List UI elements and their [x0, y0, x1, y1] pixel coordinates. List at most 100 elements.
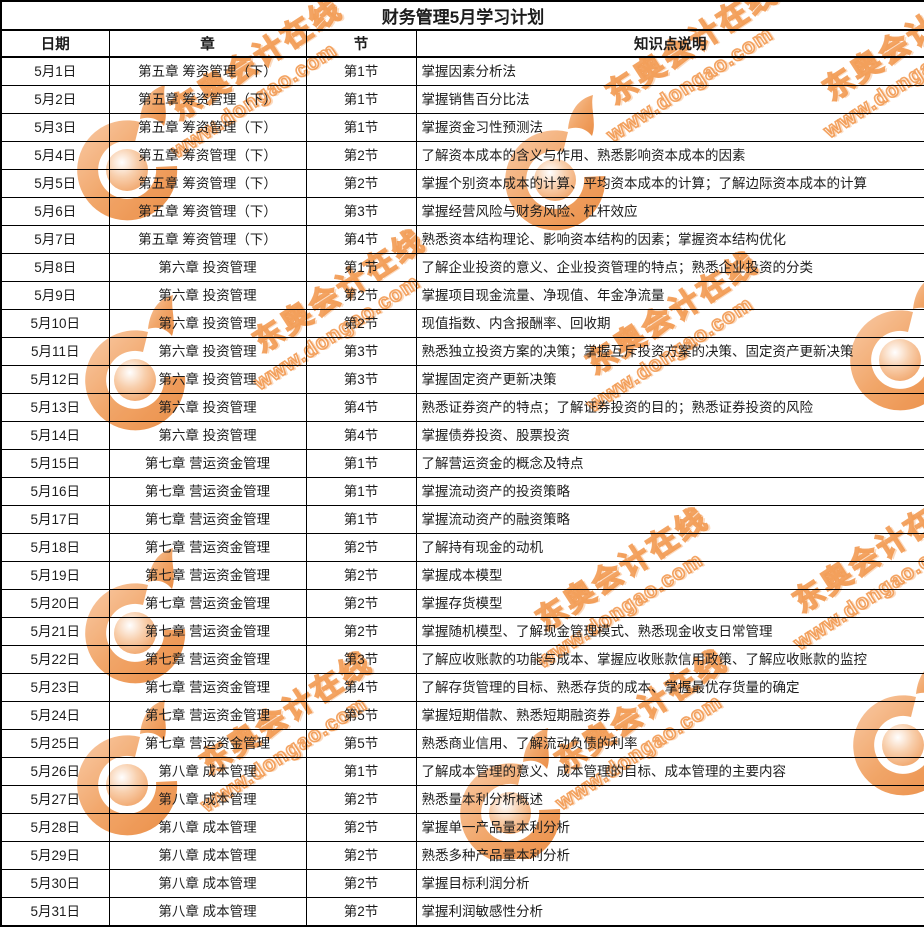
table-row: 5月14日 第六章 投资管理 第4节 掌握债券投资、股票投资	[0, 421, 924, 450]
table-row: 5月7日 第五章 筹资管理（下） 第4节 熟悉资本结构理论、影响资本结构的因素；…	[0, 225, 924, 254]
cell-knowledge: 掌握个别资本成本的计算、平均资本成本的计算；了解边际资本成本的计算	[415, 169, 924, 198]
cell-chapter: 第六章 投资管理	[108, 365, 307, 394]
table-row: 5月3日 第五章 筹资管理（下） 第1节 掌握资金习性预测法	[0, 113, 924, 142]
cell-chapter: 第七章 营运资金管理	[108, 477, 307, 506]
cell-date: 5月10日	[0, 309, 110, 338]
cell-chapter: 第五章 筹资管理（下）	[108, 197, 307, 226]
table-row: 5月22日 第七章 营运资金管理 第3节 了解应收账款的功能与成本、掌握应收账款…	[0, 645, 924, 674]
cell-section: 第5节	[305, 729, 417, 758]
cell-chapter: 第七章 营运资金管理	[108, 729, 307, 758]
cell-chapter: 第七章 营运资金管理	[108, 449, 307, 478]
table-row: 5月2日 第五章 筹资管理（下） 第1节 掌握销售百分比法	[0, 85, 924, 114]
cell-section: 第2节	[305, 141, 417, 170]
cell-section: 第2节	[305, 169, 417, 198]
cell-date: 5月17日	[0, 505, 110, 534]
column-header-section: 节	[305, 29, 417, 58]
table-row: 5月8日 第六章 投资管理 第1节 了解企业投资的意义、企业投资管理的特点；熟悉…	[0, 253, 924, 282]
cell-knowledge: 掌握销售百分比法	[415, 85, 924, 114]
cell-chapter: 第八章 成本管理	[108, 813, 307, 842]
table-row: 5月20日 第七章 营运资金管理 第2节 掌握存货模型	[0, 589, 924, 618]
cell-section: 第2节	[305, 533, 417, 562]
cell-chapter: 第六章 投资管理	[108, 393, 307, 422]
cell-chapter: 第七章 营运资金管理	[108, 533, 307, 562]
cell-date: 5月8日	[0, 253, 110, 282]
cell-date: 5月31日	[0, 897, 110, 927]
cell-chapter: 第六章 投资管理	[108, 421, 307, 450]
cell-knowledge: 熟悉量本利分析概述	[415, 785, 924, 814]
cell-section: 第1节	[305, 505, 417, 534]
table-row: 5月24日 第七章 营运资金管理 第5节 掌握短期借款、熟悉短期融资券	[0, 701, 924, 730]
cell-date: 5月30日	[0, 869, 110, 898]
cell-knowledge: 熟悉多种产品量本利分析	[415, 841, 924, 870]
table-row: 5月21日 第七章 营运资金管理 第2节 掌握随机模型、了解现金管理模式、熟悉现…	[0, 617, 924, 646]
cell-knowledge: 熟悉商业信用、了解流动负债的利率	[415, 729, 924, 758]
cell-section: 第2节	[305, 561, 417, 590]
cell-section: 第1节	[305, 85, 417, 114]
cell-chapter: 第五章 筹资管理（下）	[108, 85, 307, 114]
table-row: 5月11日 第六章 投资管理 第3节 熟悉独立投资方案的决策；掌握互斥投资方案的…	[0, 337, 924, 366]
cell-knowledge: 掌握成本模型	[415, 561, 924, 590]
column-header-date: 日期	[0, 29, 110, 58]
cell-date: 5月16日	[0, 477, 110, 506]
cell-knowledge: 现值指数、内含报酬率、回收期	[415, 309, 924, 338]
cell-date: 5月15日	[0, 449, 110, 478]
cell-date: 5月4日	[0, 141, 110, 170]
table-row: 5月13日 第六章 投资管理 第4节 熟悉证券资产的特点；了解证券投资的目的；熟…	[0, 393, 924, 422]
cell-section: 第4节	[305, 225, 417, 254]
table-row: 5月27日 第八章 成本管理 第2节 熟悉量本利分析概述	[0, 785, 924, 814]
cell-date: 5月5日	[0, 169, 110, 198]
cell-chapter: 第六章 投资管理	[108, 253, 307, 282]
cell-chapter: 第八章 成本管理	[108, 757, 307, 786]
cell-knowledge: 掌握流动资产的融资策略	[415, 505, 924, 534]
table-row: 5月23日 第七章 营运资金管理 第4节 了解存货管理的目标、熟悉存货的成本、掌…	[0, 673, 924, 702]
cell-date: 5月11日	[0, 337, 110, 366]
cell-knowledge: 掌握利润敏感性分析	[415, 897, 924, 927]
column-header-chapter: 章	[108, 29, 307, 58]
table-row: 5月12日 第六章 投资管理 第3节 掌握固定资产更新决策	[0, 365, 924, 394]
cell-knowledge: 了解营运资金的概念及特点	[415, 449, 924, 478]
cell-section: 第1节	[305, 113, 417, 142]
cell-section: 第1节	[305, 253, 417, 282]
cell-knowledge: 掌握目标利润分析	[415, 869, 924, 898]
cell-chapter: 第八章 成本管理	[108, 841, 307, 870]
cell-date: 5月26日	[0, 757, 110, 786]
cell-date: 5月23日	[0, 673, 110, 702]
cell-section: 第1节	[305, 449, 417, 478]
table-row: 5月28日 第八章 成本管理 第2节 掌握单一产品量本利分析	[0, 813, 924, 842]
cell-date: 5月25日	[0, 729, 110, 758]
table-row: 5月15日 第七章 营运资金管理 第1节 了解营运资金的概念及特点	[0, 449, 924, 478]
cell-section: 第1节	[305, 757, 417, 786]
cell-knowledge: 掌握短期借款、熟悉短期融资券	[415, 701, 924, 730]
table-row: 5月1日 第五章 筹资管理（下） 第1节 掌握因素分析法	[0, 56, 924, 86]
table-row: 5月26日 第八章 成本管理 第1节 了解成本管理的意义、成本管理的目标、成本管…	[0, 757, 924, 786]
cell-chapter: 第五章 筹资管理（下）	[108, 56, 307, 86]
cell-section: 第1节	[305, 477, 417, 506]
cell-section: 第2节	[305, 281, 417, 310]
table-row: 5月4日 第五章 筹资管理（下） 第2节 了解资本成本的含义与作用、熟悉影响资本…	[0, 141, 924, 170]
cell-knowledge: 掌握债券投资、股票投资	[415, 421, 924, 450]
cell-date: 5月19日	[0, 561, 110, 590]
cell-knowledge: 了解存货管理的目标、熟悉存货的成本、掌握最优存货量的确定	[415, 673, 924, 702]
cell-chapter: 第五章 筹资管理（下）	[108, 225, 307, 254]
cell-knowledge: 了解持有现金的动机	[415, 533, 924, 562]
cell-section: 第2节	[305, 785, 417, 814]
cell-date: 5月14日	[0, 421, 110, 450]
table-row: 5月9日 第六章 投资管理 第2节 掌握项目现金流量、净现值、年金净流量	[0, 281, 924, 310]
cell-chapter: 第八章 成本管理	[108, 869, 307, 898]
cell-knowledge: 熟悉资本结构理论、影响资本结构的因素；掌握资本结构优化	[415, 225, 924, 254]
cell-knowledge: 掌握随机模型、了解现金管理模式、熟悉现金收支日常管理	[415, 617, 924, 646]
cell-section: 第3节	[305, 197, 417, 226]
cell-chapter: 第七章 营运资金管理	[108, 645, 307, 674]
table-row: 5月30日 第八章 成本管理 第2节 掌握目标利润分析	[0, 869, 924, 898]
cell-date: 5月21日	[0, 617, 110, 646]
cell-section: 第2节	[305, 589, 417, 618]
cell-knowledge: 掌握项目现金流量、净现值、年金净流量	[415, 281, 924, 310]
cell-section: 第1节	[305, 56, 417, 86]
cell-knowledge: 掌握单一产品量本利分析	[415, 813, 924, 842]
cell-chapter: 第六章 投资管理	[108, 337, 307, 366]
cell-date: 5月2日	[0, 85, 110, 114]
cell-date: 5月12日	[0, 365, 110, 394]
table-row: 5月19日 第七章 营运资金管理 第2节 掌握成本模型	[0, 561, 924, 590]
cell-chapter: 第七章 营运资金管理	[108, 701, 307, 730]
cell-knowledge: 了解成本管理的意义、成本管理的目标、成本管理的主要内容	[415, 757, 924, 786]
